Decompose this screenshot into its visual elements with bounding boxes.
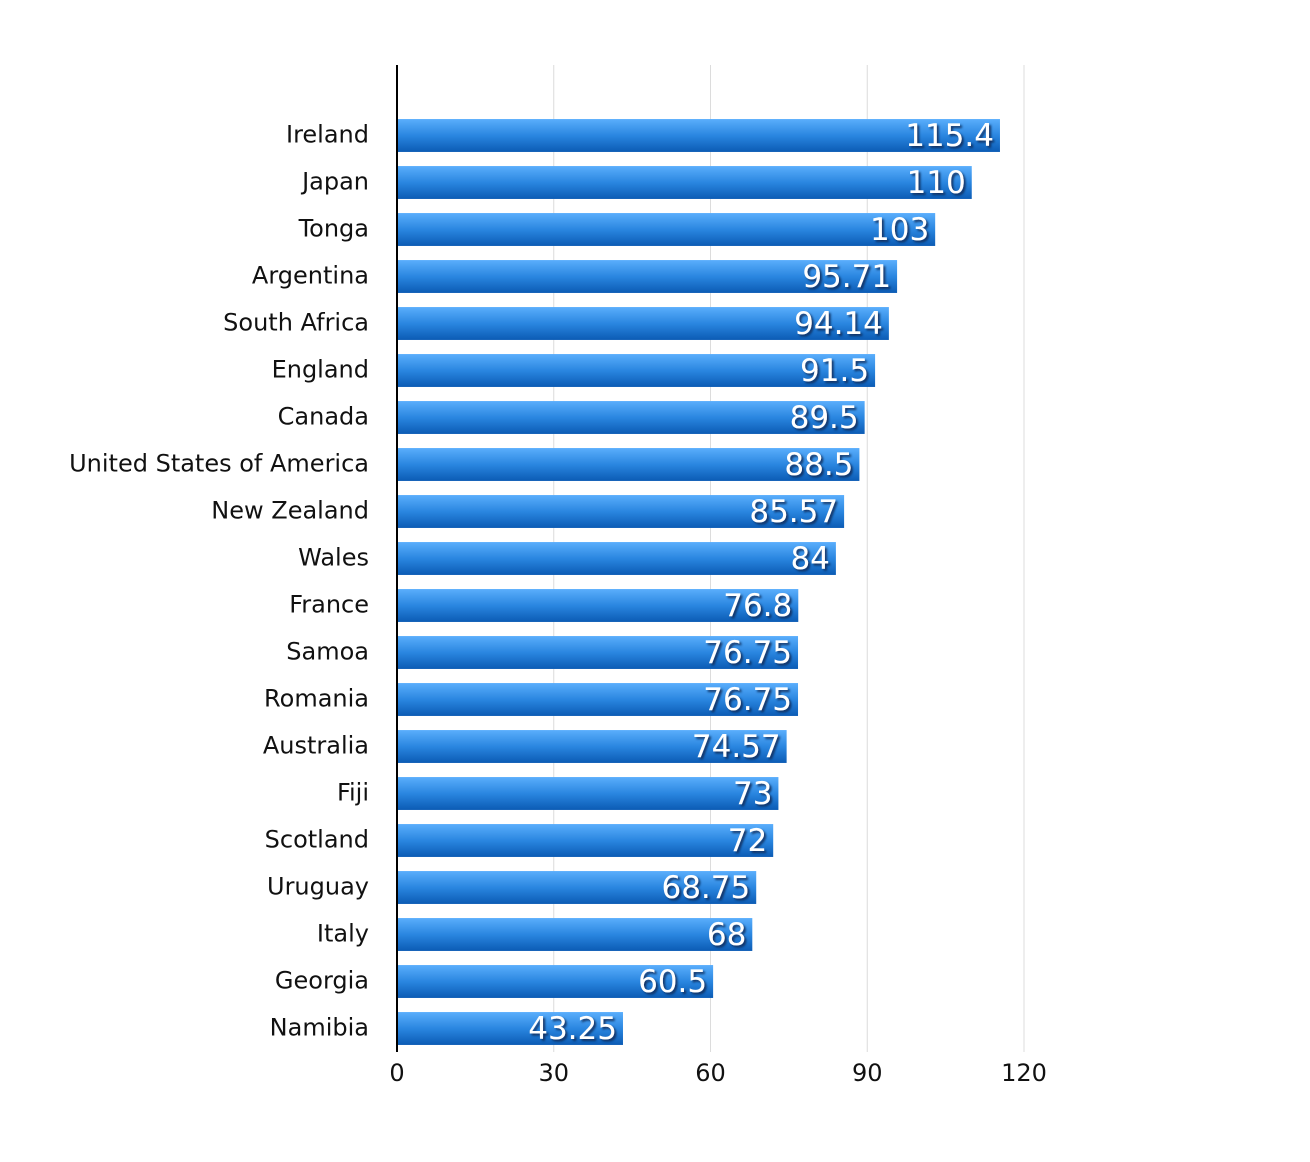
bar <box>397 119 1000 152</box>
bar <box>397 354 876 387</box>
y-tick-label: New Zealand <box>211 497 369 525</box>
value-label: 68 <box>707 917 746 953</box>
x-tick-label: 0 <box>389 1059 404 1087</box>
value-label: 84 <box>790 541 829 577</box>
x-tick-label: 60 <box>695 1059 726 1087</box>
value-label: 94.14 <box>794 306 883 342</box>
y-tick-label: Tonga <box>298 215 369 243</box>
value-label: 85.57 <box>749 494 838 530</box>
y-tick-label: Japan <box>300 168 369 196</box>
bar <box>397 213 936 246</box>
value-label: 60.5 <box>638 964 707 1000</box>
y-tick-label: United States of America <box>69 450 369 478</box>
bar <box>397 401 865 434</box>
y-tick-label: Australia <box>263 732 369 760</box>
value-label: 73 <box>733 776 772 812</box>
x-tick-label: 120 <box>1001 1059 1047 1087</box>
y-tick-label: Fiji <box>337 779 369 807</box>
bar <box>397 824 774 857</box>
bar <box>397 871 757 904</box>
value-label: 76.75 <box>703 635 792 671</box>
y-tick-label: Canada <box>278 403 369 431</box>
bar <box>397 260 898 293</box>
y-tick-label: Uruguay <box>267 873 369 901</box>
y-tick-label: Samoa <box>286 638 369 666</box>
y-tick-label: Wales <box>298 544 369 572</box>
bar <box>397 589 799 622</box>
value-label: 74.57 <box>692 729 781 765</box>
x-tick-label: 90 <box>852 1059 883 1087</box>
value-label: 88.5 <box>784 447 853 483</box>
bar <box>397 1012 623 1045</box>
y-tick-label: Italy <box>317 920 369 948</box>
value-label: 68.75 <box>661 870 750 906</box>
bar <box>397 965 714 998</box>
x-tick-label: 30 <box>538 1059 569 1087</box>
bar <box>397 683 799 716</box>
value-label: 76.75 <box>703 682 792 718</box>
bar <box>397 636 799 669</box>
y-tick-label: Romania <box>264 685 369 713</box>
bar <box>397 307 889 340</box>
value-label: 72 <box>728 823 767 859</box>
bar <box>397 542 836 575</box>
y-tick-label: Georgia <box>275 967 369 995</box>
bar <box>397 166 972 199</box>
value-label: 103 <box>870 212 929 248</box>
y-tick-label: Namibia <box>270 1014 369 1042</box>
bar <box>397 448 860 481</box>
bar <box>397 777 779 810</box>
value-label: 115.4 <box>905 118 994 154</box>
value-label: 110 <box>907 165 966 201</box>
value-label: 95.71 <box>802 259 891 295</box>
value-label: 89.5 <box>790 400 859 436</box>
y-tick-label: South Africa <box>223 309 369 337</box>
y-tick-label: France <box>289 591 369 619</box>
y-tick-label: Argentina <box>252 262 369 290</box>
value-label: 43.25 <box>528 1011 617 1047</box>
bar <box>397 495 845 528</box>
y-tick-label: Ireland <box>286 121 369 149</box>
y-tick-label: Scotland <box>265 826 369 854</box>
value-label: 76.8 <box>723 588 792 624</box>
bar <box>397 918 753 951</box>
bar <box>397 730 787 763</box>
value-label: 91.5 <box>800 353 869 389</box>
y-tick-label: England <box>272 356 369 384</box>
